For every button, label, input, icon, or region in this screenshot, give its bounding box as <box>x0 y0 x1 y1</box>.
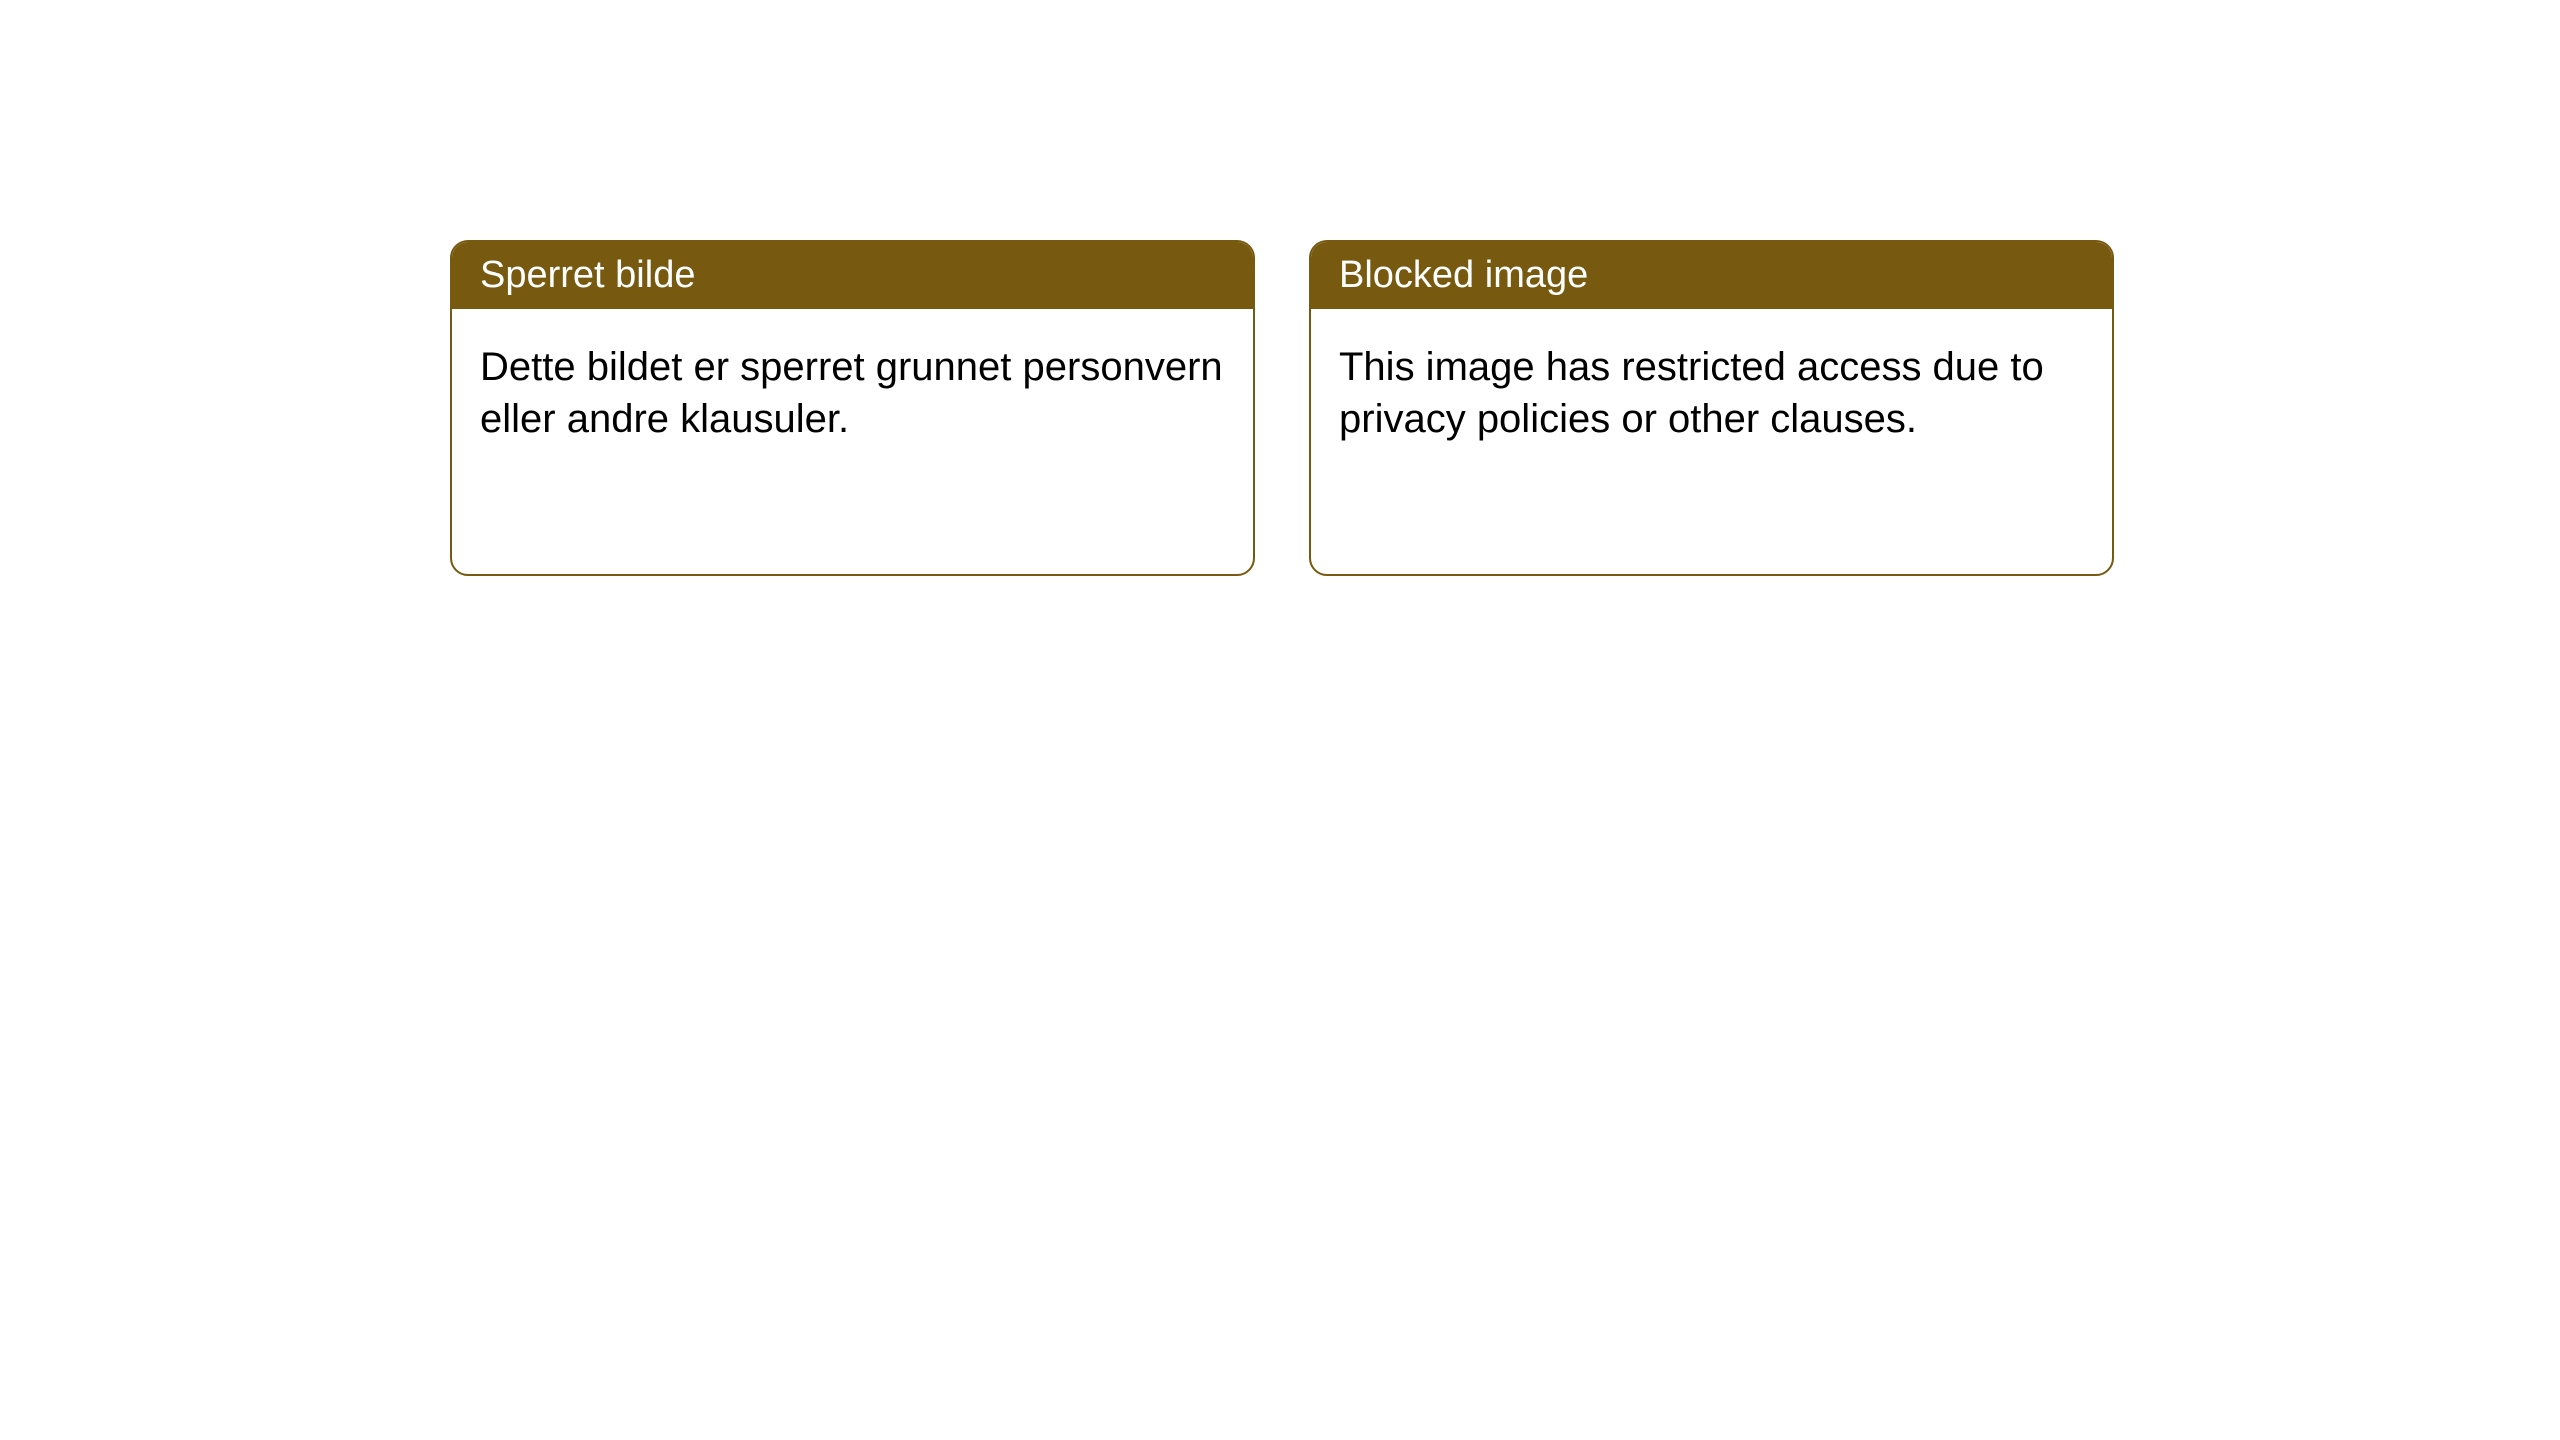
notice-body-text: Dette bildet er sperret grunnet personve… <box>480 345 1223 441</box>
notice-body: Dette bildet er sperret grunnet personve… <box>452 309 1253 477</box>
notice-body-text: This image has restricted access due to … <box>1339 345 2044 441</box>
notice-body: This image has restricted access due to … <box>1311 309 2112 477</box>
notice-header: Blocked image <box>1311 242 2112 309</box>
notice-card-norwegian: Sperret bilde Dette bildet er sperret gr… <box>450 240 1255 576</box>
notice-title: Blocked image <box>1339 254 1588 296</box>
notice-header: Sperret bilde <box>452 242 1253 309</box>
notice-container: Sperret bilde Dette bildet er sperret gr… <box>450 240 2114 576</box>
notice-title: Sperret bilde <box>480 254 695 296</box>
notice-card-english: Blocked image This image has restricted … <box>1309 240 2114 576</box>
